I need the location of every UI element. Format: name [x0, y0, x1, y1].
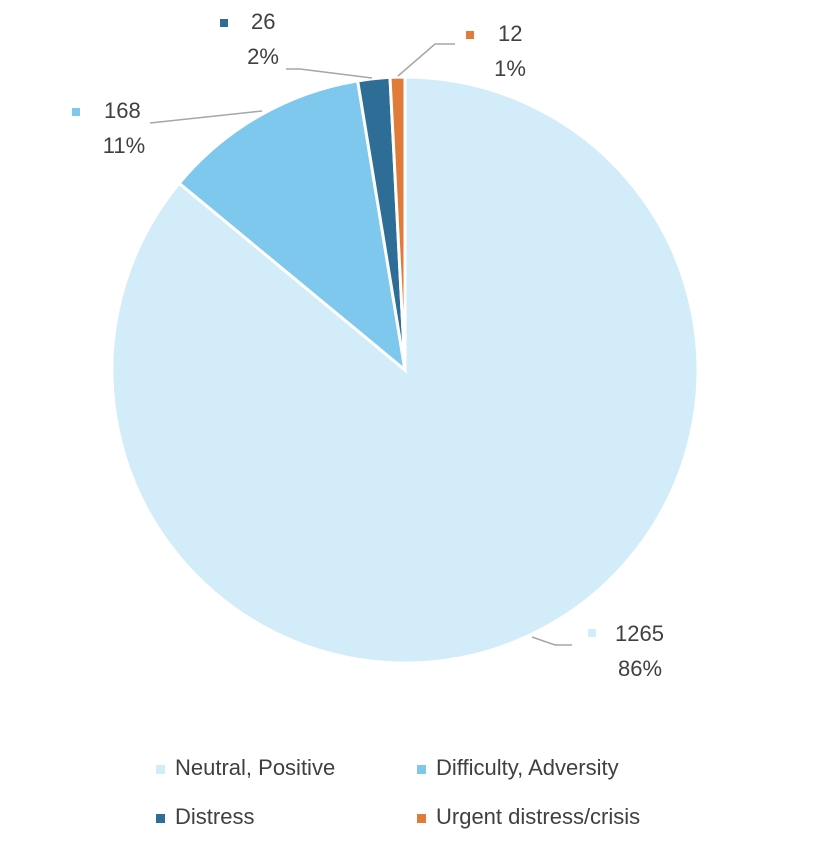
percent-label: 11%	[103, 133, 145, 158]
label-marker	[588, 629, 596, 637]
legend-marker	[156, 814, 165, 823]
percent-label: 1%	[494, 56, 526, 81]
leader-line	[531, 636, 572, 646]
data-label: 26	[251, 9, 275, 34]
percent-label: 2%	[247, 44, 279, 69]
data-label: 1265	[615, 621, 664, 646]
pie-slice	[177, 79, 408, 374]
label-marker	[72, 108, 80, 116]
legend-label: Difficulty, Adversity	[436, 755, 619, 780]
data-label: 168	[104, 98, 141, 123]
percent-label: 86%	[618, 656, 662, 681]
pie-slice	[110, 75, 700, 665]
label-marker	[466, 31, 474, 39]
leader-line	[149, 110, 263, 124]
label-marker	[220, 19, 228, 27]
leader-line	[286, 68, 373, 79]
data-label: 12	[498, 21, 522, 46]
legend-marker	[156, 765, 165, 774]
legend-label: Neutral, Positive	[175, 755, 335, 780]
legend-label: Distress	[175, 804, 254, 829]
legend-marker	[417, 765, 426, 774]
leader-line	[397, 43, 455, 77]
legend-label: Urgent distress/crisis	[436, 804, 640, 829]
legend-marker	[417, 814, 426, 823]
pie-slice	[388, 75, 407, 371]
